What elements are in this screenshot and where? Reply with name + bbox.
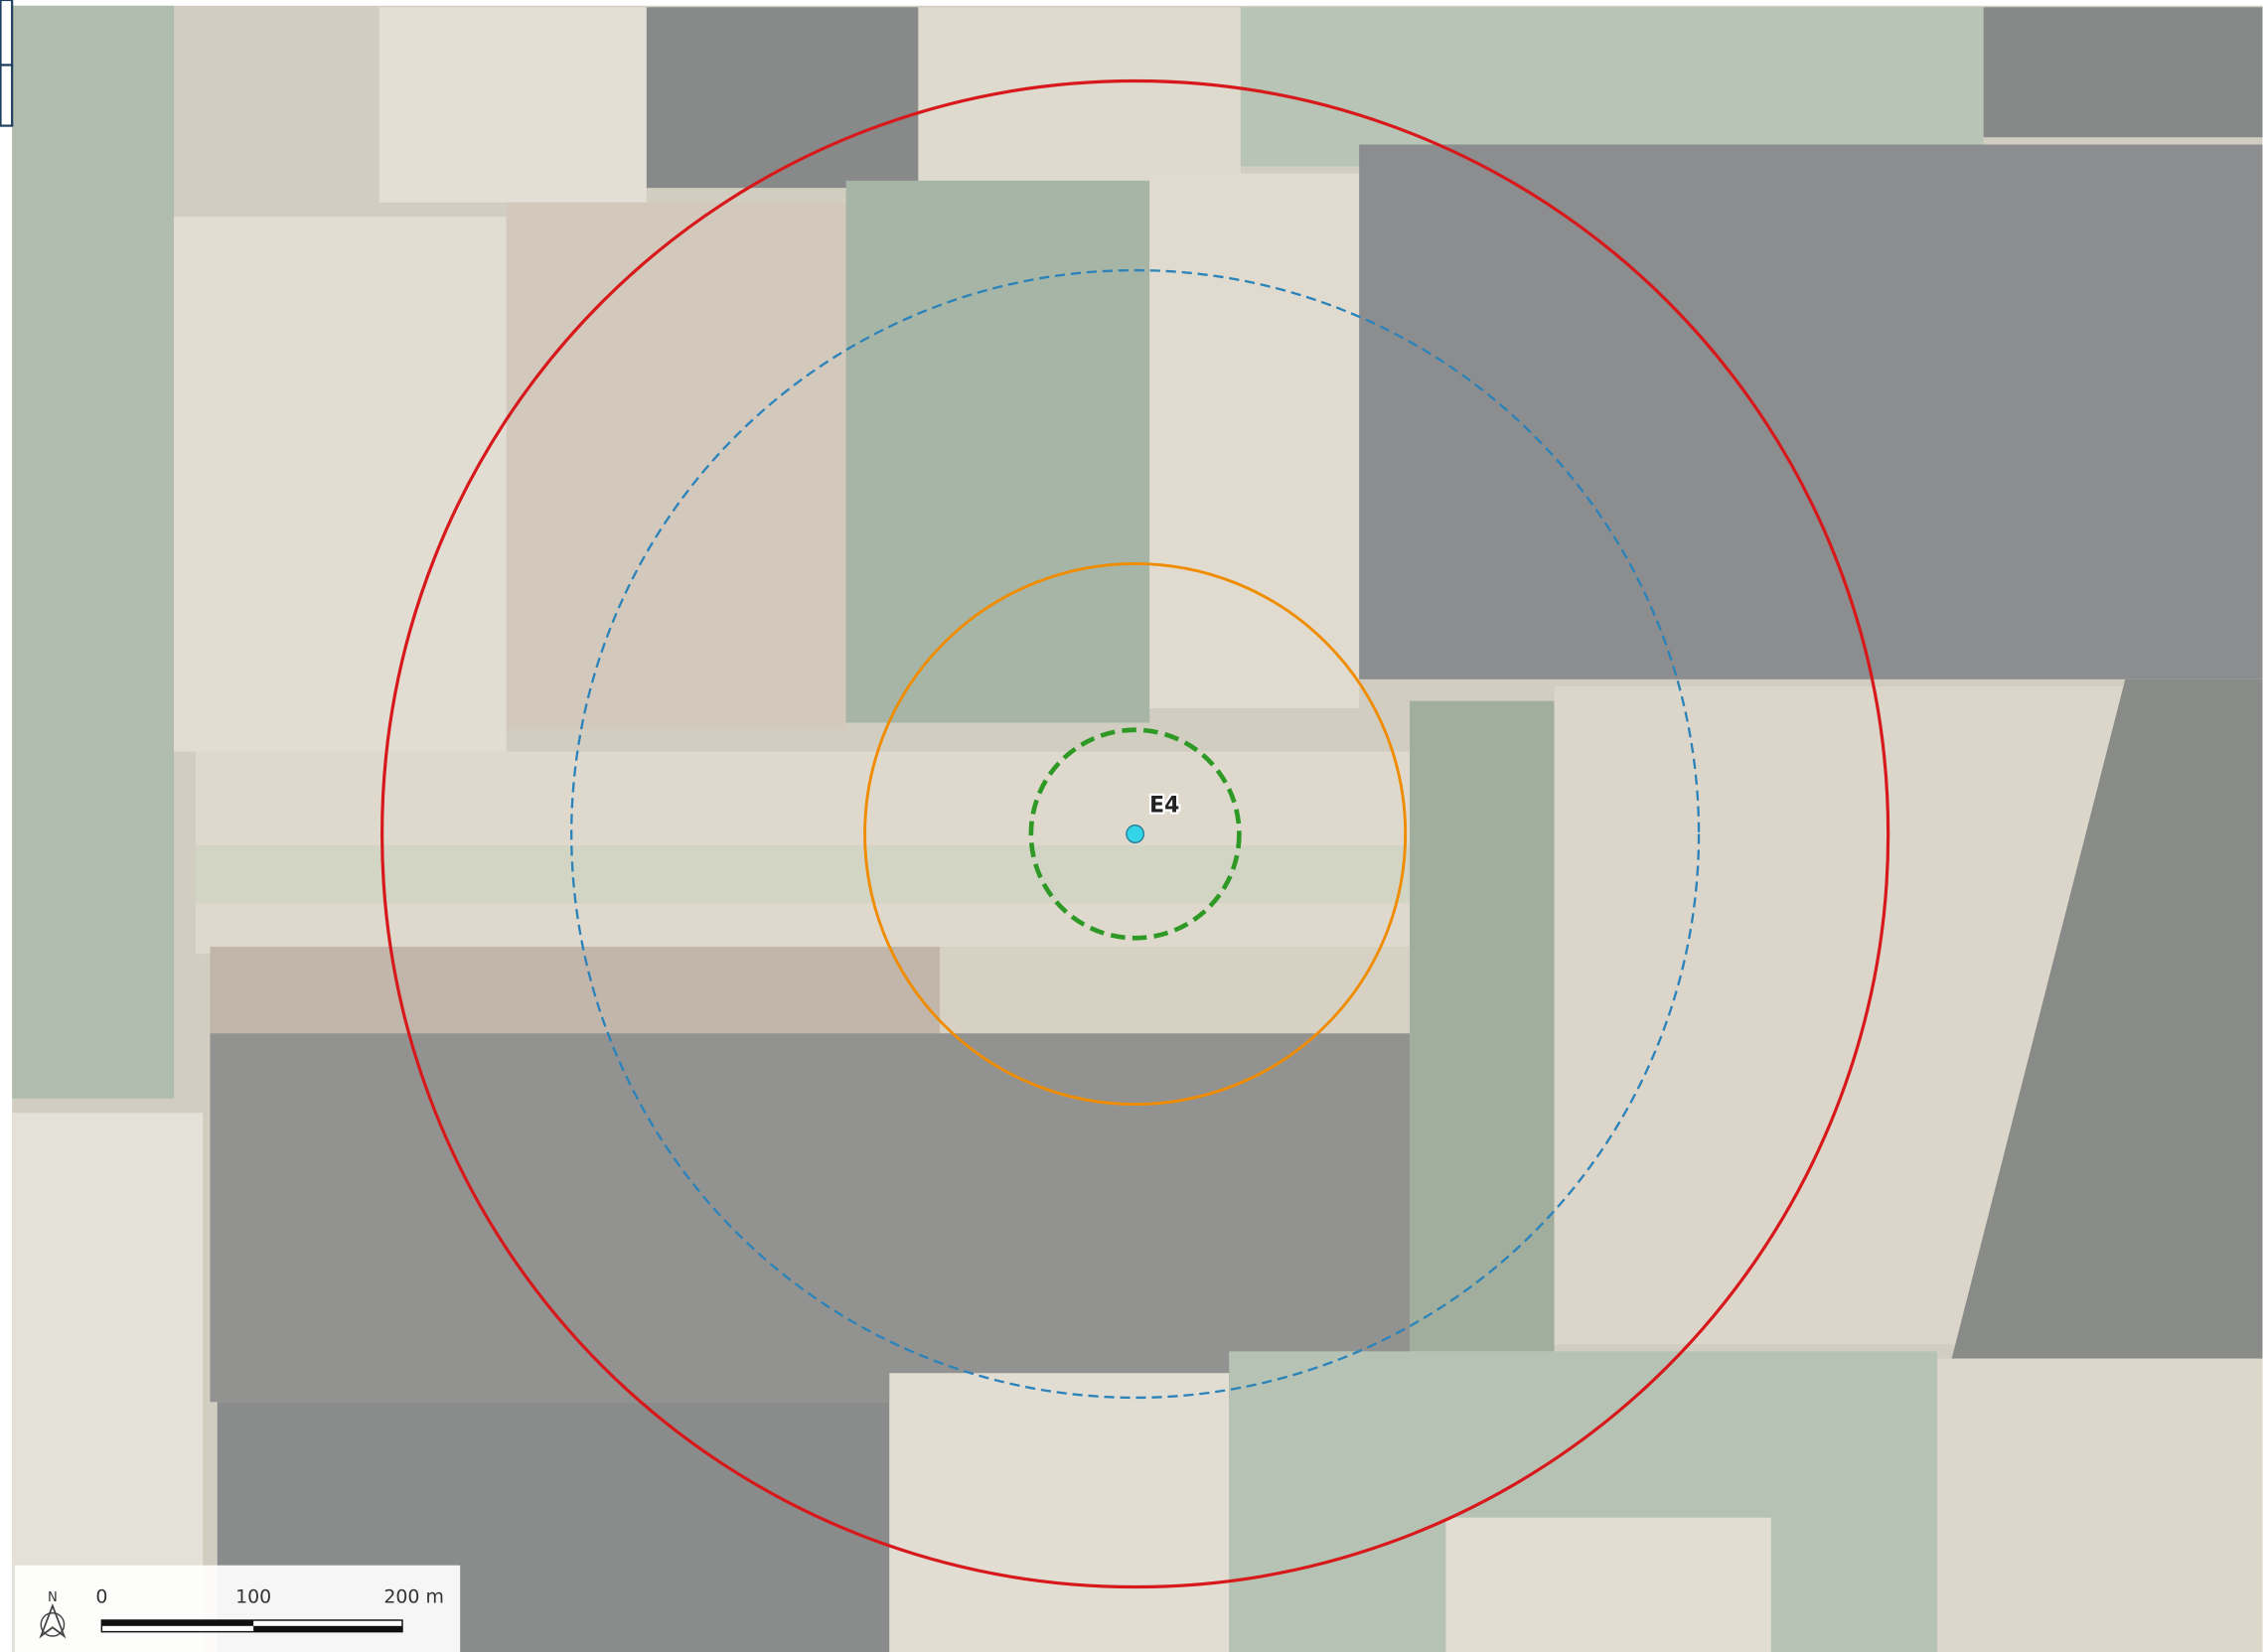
dashed-ring — [570, 268, 1701, 1400]
scale-bar-segment — [253, 1625, 402, 1632]
scale-label: 0 — [95, 1586, 107, 1608]
north-label: N — [48, 1590, 58, 1605]
north-arrow — [39, 1602, 67, 1639]
buffer-rings — [380, 78, 1890, 1589]
middle-ring — [863, 561, 1408, 1107]
scale-label: 100 — [235, 1586, 271, 1608]
north-arrow-ring — [40, 1611, 66, 1637]
point-marker — [1126, 825, 1145, 843]
inner-ring — [1028, 727, 1242, 941]
side-tab — [0, 0, 14, 67]
point-label: E4 — [1149, 794, 1179, 819]
side-tab — [0, 64, 14, 127]
scale-label: 200 m — [383, 1586, 444, 1608]
scale-bar-segment — [101, 1619, 254, 1626]
scale-bar-box: N 0 100 200 m — [15, 1565, 461, 1652]
outer-ring — [380, 78, 1890, 1589]
